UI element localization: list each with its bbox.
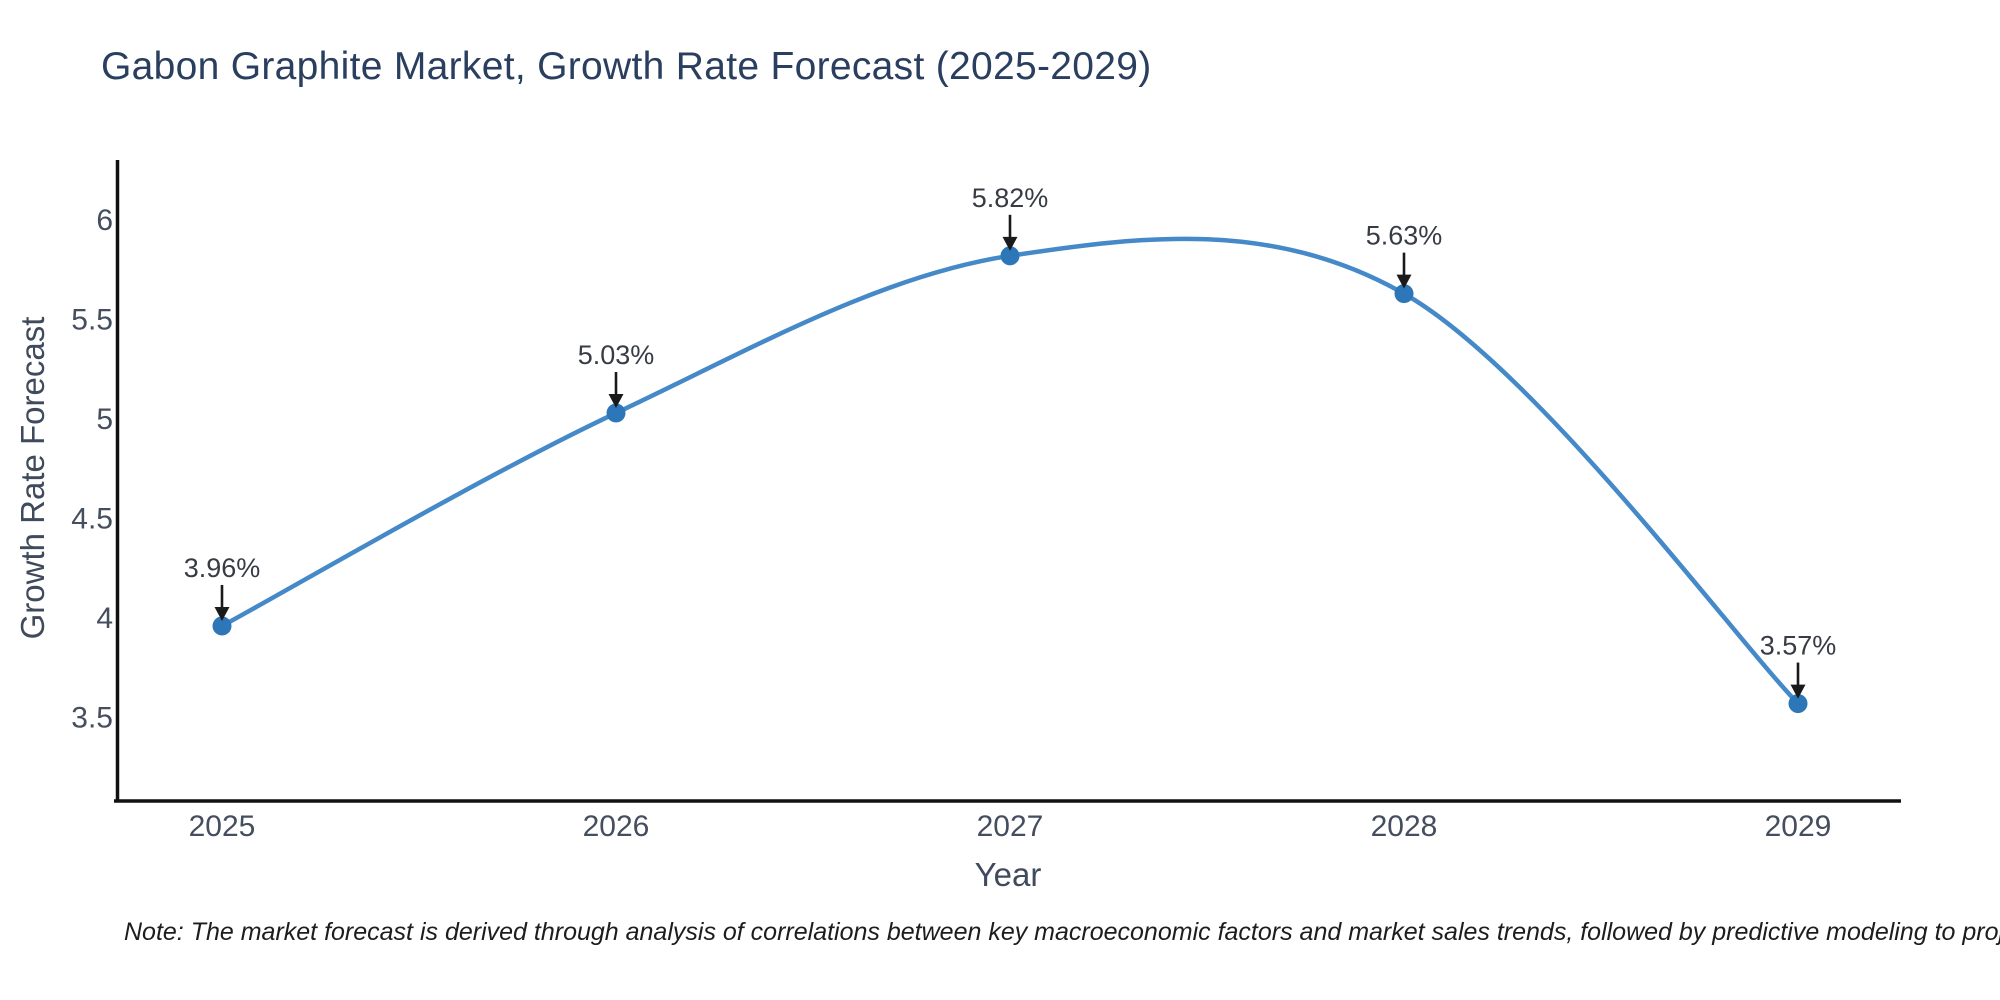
annotation-arrow-head xyxy=(1790,684,1806,699)
data-point-2027[interactable] xyxy=(1000,246,1020,266)
y-tick-label: 5 xyxy=(96,403,113,436)
x-axis-title: Year xyxy=(974,856,1042,893)
data-point-label: 3.57% xyxy=(1760,631,1837,661)
chart-title: Gabon Graphite Market, Growth Rate Forec… xyxy=(101,45,1152,88)
y-tick-label: 6 xyxy=(96,204,113,237)
data-point-2029[interactable] xyxy=(1788,694,1808,714)
y-tick-label: 4.5 xyxy=(71,503,113,536)
x-tick-label: 2025 xyxy=(189,810,256,843)
x-tick-label: 2029 xyxy=(1765,810,1832,843)
annotation-arrow-head xyxy=(214,606,230,621)
data-point-label: 5.63% xyxy=(1366,221,1443,251)
y-tick-label: 3.5 xyxy=(71,702,113,735)
data-point-label: 5.82% xyxy=(972,183,1049,213)
y-axis-title: Growth Rate Forecast xyxy=(14,316,51,640)
data-point-label: 3.96% xyxy=(184,553,261,583)
footnote: Note: The market forecast is derived thr… xyxy=(124,918,2000,946)
data-point-2028[interactable] xyxy=(1394,284,1414,304)
forecast-line xyxy=(219,236,1801,706)
x-tick-label: 2028 xyxy=(1371,810,1438,843)
data-point-label: 5.03% xyxy=(578,340,655,370)
x-tick-label: 2026 xyxy=(583,810,650,843)
annotation-arrow-head xyxy=(1396,274,1412,289)
annotation-arrow-head xyxy=(1002,236,1018,251)
y-tick-label: 5.5 xyxy=(71,304,113,337)
data-point-2026[interactable] xyxy=(606,403,626,423)
y-tick-label: 4 xyxy=(96,602,113,635)
x-tick-label: 2027 xyxy=(977,810,1044,843)
annotation-arrow-head xyxy=(608,394,624,409)
data-point-2025[interactable] xyxy=(212,616,232,636)
